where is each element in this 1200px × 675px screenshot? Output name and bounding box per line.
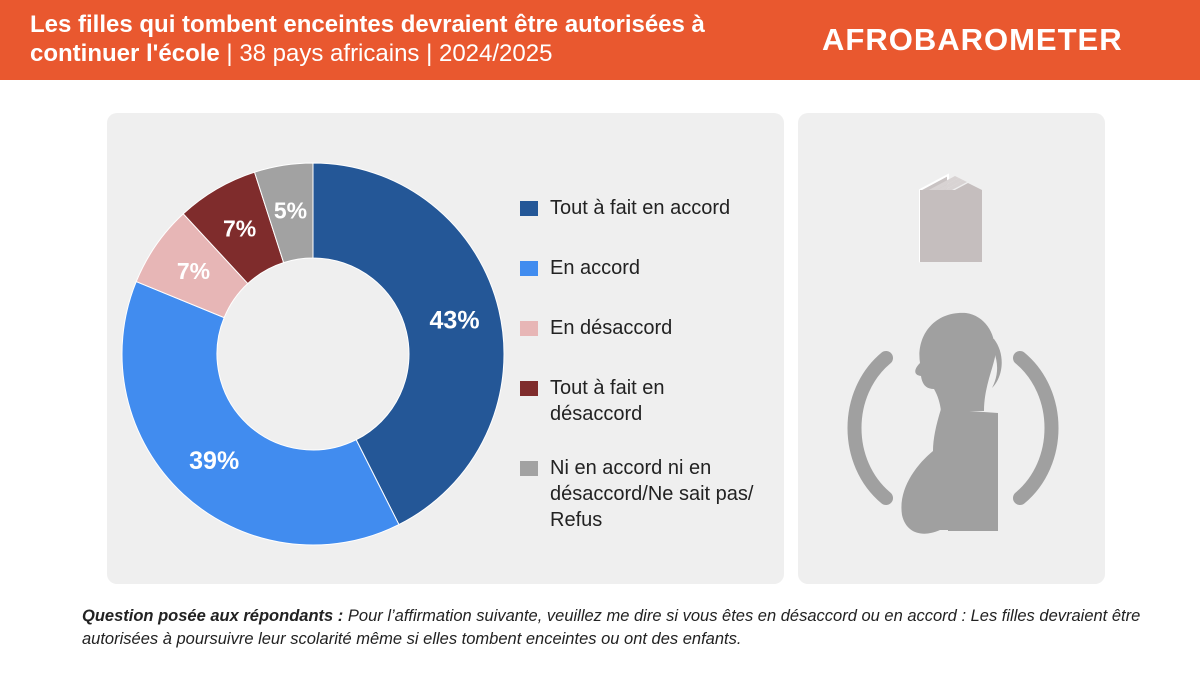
legend-label: En accord xyxy=(550,257,641,279)
legend-label: En désaccord xyxy=(550,317,673,339)
legend-label: Ni en accord ni en désaccord/Ne sait pas… xyxy=(550,457,754,531)
question-label: Question posée aux répondants : xyxy=(82,607,344,625)
slice-data-label: 5% xyxy=(274,197,307,223)
donut-chart: 43% 39% 7% 7% 5% xyxy=(121,162,505,546)
legend-item: En accord xyxy=(520,255,780,281)
legend-swatch xyxy=(520,381,538,396)
title-subtitle: | 38 pays africains | 2024/2025 xyxy=(219,40,553,67)
title-main: Les filles qui tombent enceintes devraie… xyxy=(30,11,705,67)
slice-data-label: 39% xyxy=(189,447,239,475)
book-icon xyxy=(919,173,982,263)
illustration xyxy=(847,173,1059,534)
illustration-panel xyxy=(798,113,1105,584)
page-title: Les filles qui tombent enceintes devraie… xyxy=(30,10,820,68)
legend-item: En désaccord xyxy=(520,315,780,341)
legend-swatch xyxy=(520,461,538,476)
chart-panel: 43% 39% 7% 7% 5% Tout à fait en accord En ac… xyxy=(107,113,784,584)
legend-swatch xyxy=(520,201,538,216)
slice-data-label: 43% xyxy=(430,306,480,334)
donut-slice xyxy=(312,162,505,526)
question-text: Pour l’affirmation suivante, veuillez me… xyxy=(82,607,1141,648)
legend-label: Tout à fait en accord xyxy=(550,197,731,219)
afrobarometer-logo: AFROBAROMETER xyxy=(822,22,1123,57)
donut-slice xyxy=(121,280,400,546)
legend-swatch xyxy=(520,321,538,336)
legend-item: Tout à fait en désaccord xyxy=(520,375,680,427)
slice-data-label: 7% xyxy=(177,258,210,284)
legend-item: Ni en accord ni en désaccord/Ne sait pas… xyxy=(520,455,760,533)
slice-data-label: 7% xyxy=(223,215,256,241)
question-note: Question posée aux répondants : Pour l’a… xyxy=(82,605,1162,651)
header-banner: Les filles qui tombent enceintes devraie… xyxy=(0,0,1200,80)
legend-label: Tout à fait en désaccord xyxy=(550,377,665,425)
legend-swatch xyxy=(520,261,538,276)
pregnant-woman-icon xyxy=(847,312,1059,534)
donut-slice xyxy=(253,162,314,264)
legend-item: Tout à fait en accord xyxy=(520,195,780,221)
